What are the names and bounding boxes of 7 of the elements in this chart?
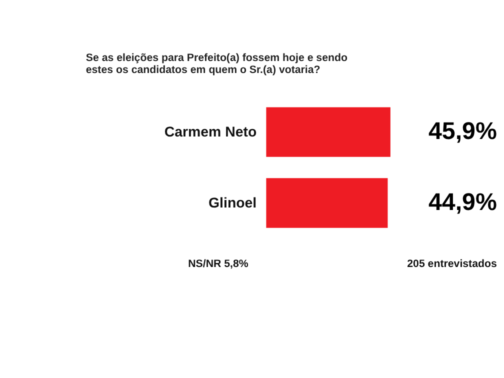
y-tick-label: Glinoel — [208, 195, 257, 212]
text: NS/NR 5,8% — [188, 258, 249, 270]
y-tick-label: Carmem Neto — [164, 124, 257, 140]
data-label: 45,9% — [428, 118, 497, 146]
data-label: 44,9% — [428, 189, 497, 216]
text: 205 entrevistados — [407, 258, 497, 270]
chart-title: Se as eleições para Prefeito(a) fossem hoje e sendo estes os candidatos em quem o Sr.(a) votaria? — [86, 52, 348, 76]
